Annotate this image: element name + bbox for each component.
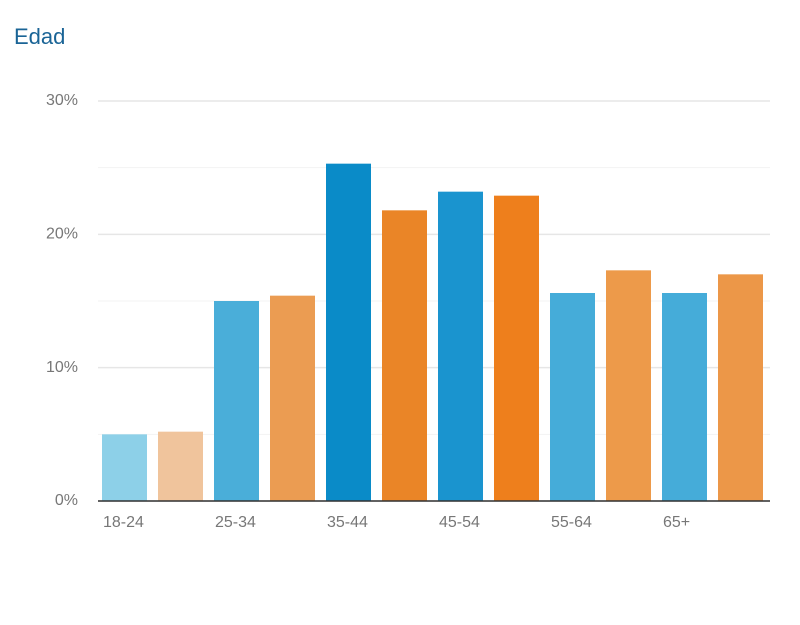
x-tick-label: 35-44 xyxy=(327,514,368,531)
bar xyxy=(102,434,147,501)
bar xyxy=(326,163,371,501)
bar xyxy=(662,293,707,501)
x-tick-label: 18-24 xyxy=(103,514,144,531)
chart-title: Edad xyxy=(14,24,65,49)
bar xyxy=(494,195,539,501)
bar xyxy=(550,293,595,501)
x-tick-label: 45-54 xyxy=(439,514,480,531)
x-tick-label: 55-64 xyxy=(551,514,592,531)
bar xyxy=(382,210,427,502)
y-tick-label: 10% xyxy=(46,359,78,376)
bar xyxy=(214,301,259,501)
y-tick-label: 0% xyxy=(55,492,78,509)
bar xyxy=(158,431,203,501)
x-tick-label: 25-34 xyxy=(215,514,256,531)
bar xyxy=(606,270,651,501)
bar xyxy=(438,191,483,501)
y-tick-label: 30% xyxy=(46,92,78,109)
bar xyxy=(718,274,763,501)
x-tick-label: 65+ xyxy=(663,514,690,531)
bar xyxy=(270,295,315,501)
y-tick-label: 20% xyxy=(46,226,78,243)
